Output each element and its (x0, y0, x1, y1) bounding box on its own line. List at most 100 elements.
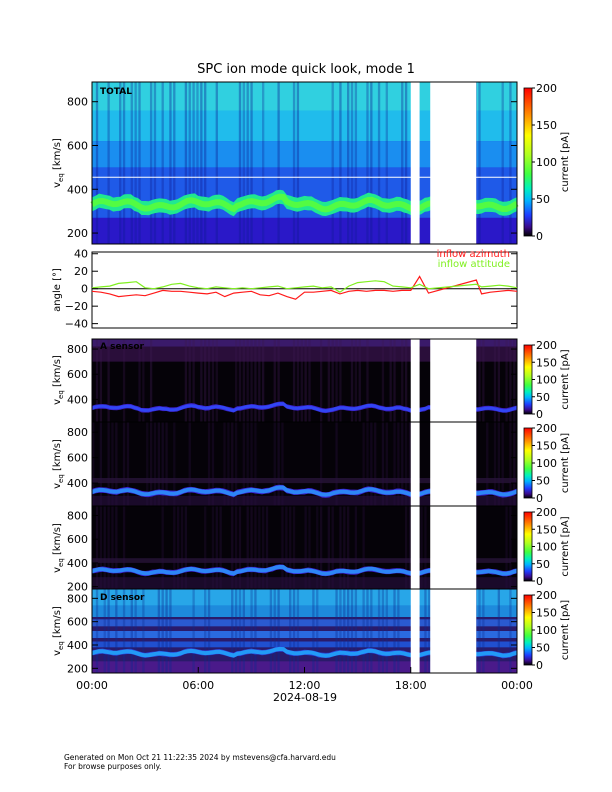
heatmap-layer (92, 641, 517, 648)
heatmap-layer (92, 558, 517, 563)
colorbar-tick-label: 200 (536, 589, 557, 602)
heatmap-column (238, 82, 242, 244)
x-tick-label: 18:00 (395, 679, 427, 692)
heatmap-column (211, 422, 215, 506)
heatmap-column (258, 339, 261, 422)
heatmap-column (142, 589, 145, 673)
heatmap-column (509, 589, 512, 673)
y-tick-label: 200 (67, 227, 88, 240)
heatmap-column (509, 506, 512, 589)
heatmap-column (215, 506, 218, 589)
heatmap-column (92, 422, 95, 506)
colorbar-tick-label: 100 (536, 541, 557, 554)
angle-series (91, 275, 518, 300)
heatmap-column (231, 506, 234, 589)
heatmap-column (161, 506, 164, 589)
heatmap-column (385, 82, 388, 244)
heatmap-column (265, 506, 269, 589)
heatmap-column (331, 506, 334, 589)
colorbar-tick-label: 150 (536, 607, 557, 620)
total-panel-label: TOTAL (100, 87, 132, 97)
colorbar-tick-label: 150 (536, 523, 557, 536)
heatmap-column (192, 589, 195, 673)
heatmap-column (408, 506, 412, 589)
heatmap-column (296, 82, 300, 244)
heatmap-column (347, 506, 350, 589)
x-axis-label: 2024-08-19 (273, 691, 337, 704)
heatmap-column (204, 589, 207, 673)
data-gap (410, 422, 420, 506)
heatmap-column (292, 82, 296, 244)
colorbar-tick-label: 100 (536, 457, 557, 470)
colorbar-tick-label: 150 (536, 119, 557, 132)
heatmap-column (381, 422, 385, 506)
heatmap-column (366, 422, 369, 506)
heatmap-column (103, 506, 106, 589)
heatmap-column (350, 339, 354, 422)
heatmap-column (138, 339, 141, 422)
heatmap-column (262, 82, 265, 244)
y-tick-label: 400 (67, 393, 88, 406)
heatmap-column (393, 339, 396, 422)
heatmap-column (223, 422, 226, 506)
heatmap-column (107, 506, 110, 589)
heatmap-column (277, 339, 280, 422)
heatmap-column (234, 506, 238, 589)
heatmap-column (238, 589, 242, 673)
heatmap-column (254, 589, 257, 673)
total-yticks: 200 400 600 800 (67, 96, 517, 240)
y-tick-label: 400 (67, 183, 88, 196)
heatmap-column (370, 82, 373, 244)
heatmap-column (292, 506, 296, 589)
heatmap-column (404, 339, 408, 422)
heatmap-column (408, 422, 412, 506)
heatmap-column (312, 589, 315, 673)
heatmap-column (478, 589, 481, 673)
heatmap-column (497, 422, 500, 506)
heatmap-column (122, 339, 126, 422)
x-tick-label: 00:00 (501, 679, 533, 692)
heatmap-column (273, 422, 276, 506)
heatmap-column (401, 422, 404, 506)
heatmap-column (292, 589, 296, 673)
heatmap-column (497, 589, 500, 673)
heatmap-column (374, 422, 377, 506)
colorbar-scale (523, 87, 533, 237)
heatmap-layer (92, 619, 517, 627)
heatmap-column (204, 506, 207, 589)
heatmap-column (401, 339, 404, 422)
heatmap-column (207, 422, 211, 506)
heatmap-column (404, 82, 408, 244)
d-ylabel: veq [km/s] (52, 606, 65, 656)
legend-azimuth: inflow azimuth (437, 249, 510, 260)
heatmap-column (250, 339, 253, 422)
heatmap-column (99, 422, 103, 506)
heatmap-column (169, 82, 172, 244)
heatmap-column (246, 82, 249, 244)
heatmap-column (134, 82, 137, 244)
heatmap-column (381, 589, 385, 673)
colorbar-scale (523, 344, 533, 415)
y-tick-label: 800 (67, 426, 88, 439)
heatmap-column (339, 589, 342, 673)
heatmap-column (304, 506, 307, 589)
heatmap-column (377, 589, 381, 673)
heatmap-column (277, 422, 280, 506)
c-heatmap (91, 506, 518, 589)
heatmap-column (513, 422, 516, 506)
heatmap-column (343, 589, 346, 673)
heatmap-column (250, 506, 253, 589)
heatmap-column (242, 339, 245, 422)
heatmap-column (362, 422, 365, 506)
heatmap-column (277, 589, 280, 673)
heatmap-column (513, 339, 516, 422)
colorbar-scale (523, 427, 533, 499)
colorbar-tick-label: 50 (536, 642, 550, 655)
heatmap-column (211, 339, 215, 422)
colorbar-tick-label: 0 (536, 408, 543, 421)
y-tick-label: 200 (67, 581, 88, 594)
heatmap-column (242, 589, 245, 673)
heatmap-column (316, 589, 319, 673)
